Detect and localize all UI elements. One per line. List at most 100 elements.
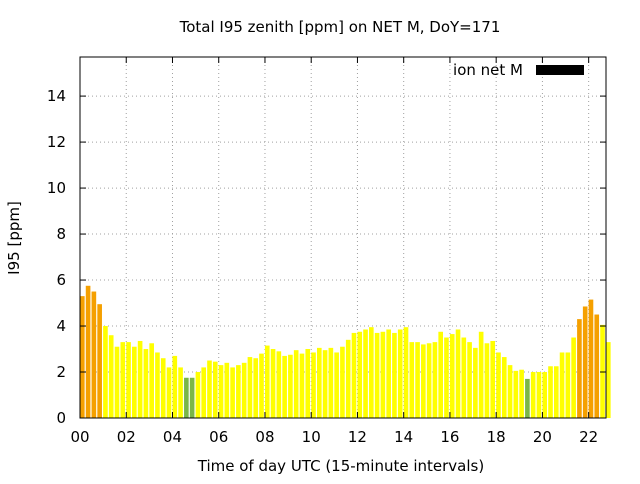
bar: [374, 332, 380, 418]
bar: [369, 327, 374, 418]
bar: [264, 345, 270, 418]
bar: [305, 349, 311, 418]
y-tick-label: 4: [56, 317, 66, 335]
bar: [530, 372, 536, 418]
bar: [334, 352, 339, 418]
bar: [103, 326, 108, 418]
bar: [132, 346, 137, 418]
bar: [478, 331, 484, 418]
bar: [565, 352, 571, 418]
y-tick-label: 0: [56, 409, 66, 427]
bar: [299, 353, 305, 418]
x-tick-label: 20: [533, 428, 552, 446]
bar: [195, 372, 201, 418]
legend-label: ion net M: [453, 61, 523, 79]
bar: [525, 378, 530, 418]
bar: [155, 352, 160, 418]
bar: [559, 352, 565, 418]
bar: [577, 319, 582, 418]
bar: [421, 344, 426, 418]
bar: [328, 347, 334, 418]
bar: [582, 306, 588, 418]
legend-swatch: [536, 65, 584, 75]
bar: [224, 362, 230, 418]
bar: [438, 331, 443, 418]
bar: [189, 377, 195, 418]
bar: [247, 357, 253, 418]
bar: [207, 360, 212, 418]
x-axis-title: Time of day UTC (15-minute intervals): [197, 457, 484, 475]
bar: [143, 349, 149, 418]
y-axis-title: I95 [ppm]: [5, 201, 23, 275]
bar: [496, 352, 501, 418]
bar: [91, 291, 97, 418]
legend: ion net M: [453, 61, 584, 79]
y-tick-label: 10: [47, 179, 66, 197]
bar: [201, 367, 207, 418]
bar: [288, 354, 293, 418]
bar: [461, 337, 467, 418]
x-tick-label: 02: [117, 428, 136, 446]
x-tick-label: 06: [209, 428, 228, 446]
y-tick-label: 6: [56, 271, 66, 289]
bar: [178, 367, 183, 418]
bar: [380, 331, 386, 418]
bar: [97, 304, 102, 418]
bar: [80, 296, 85, 418]
bar: [316, 347, 322, 418]
bar: [415, 342, 420, 418]
bar: [351, 332, 357, 418]
bar: [536, 372, 542, 418]
bar: [322, 350, 328, 418]
bar: [409, 342, 415, 418]
bar: [172, 355, 178, 418]
bar: [137, 340, 143, 418]
bar: [126, 342, 131, 418]
bar: [467, 342, 472, 418]
bar: [114, 346, 120, 418]
bar: [571, 337, 576, 418]
bar: [253, 358, 259, 418]
x-tick-label: 18: [487, 428, 506, 446]
bar: [108, 335, 114, 418]
bar: [184, 377, 189, 418]
bar: [311, 352, 316, 418]
x-tick-label: 22: [579, 428, 598, 446]
bar: [449, 334, 455, 418]
bars: [80, 285, 611, 418]
bar: [397, 329, 403, 418]
bar: [149, 343, 154, 418]
bar: [606, 342, 611, 418]
bar: [120, 342, 126, 418]
bar: [490, 340, 496, 418]
x-tick-label: 14: [394, 428, 413, 446]
x-tick-label: 00: [70, 428, 89, 446]
bar: [513, 370, 519, 418]
bar: [444, 337, 449, 418]
chart-title: Total I95 zenith [ppm] on NET M, DoY=171: [179, 18, 501, 36]
bar: [519, 369, 524, 418]
bar: [345, 339, 351, 418]
bar: [340, 346, 345, 418]
bar: [473, 347, 478, 418]
bar: [600, 324, 605, 418]
bar: [282, 355, 287, 418]
x-tick-label: 10: [302, 428, 321, 446]
bar: [548, 366, 553, 418]
bar: [392, 332, 397, 418]
bar: [363, 329, 368, 418]
bar: [432, 342, 438, 418]
bar: [230, 367, 235, 418]
y-tick-label: 8: [56, 225, 66, 243]
bar: [218, 365, 224, 418]
y-tick-label: 2: [56, 363, 66, 381]
bar: [166, 367, 172, 418]
x-tick-label: 08: [255, 428, 274, 446]
bar: [455, 329, 461, 418]
y-tick-label: 14: [47, 87, 66, 105]
bar: [542, 372, 548, 418]
bar: [484, 343, 490, 418]
bar: [270, 349, 276, 418]
bar: [594, 314, 600, 418]
